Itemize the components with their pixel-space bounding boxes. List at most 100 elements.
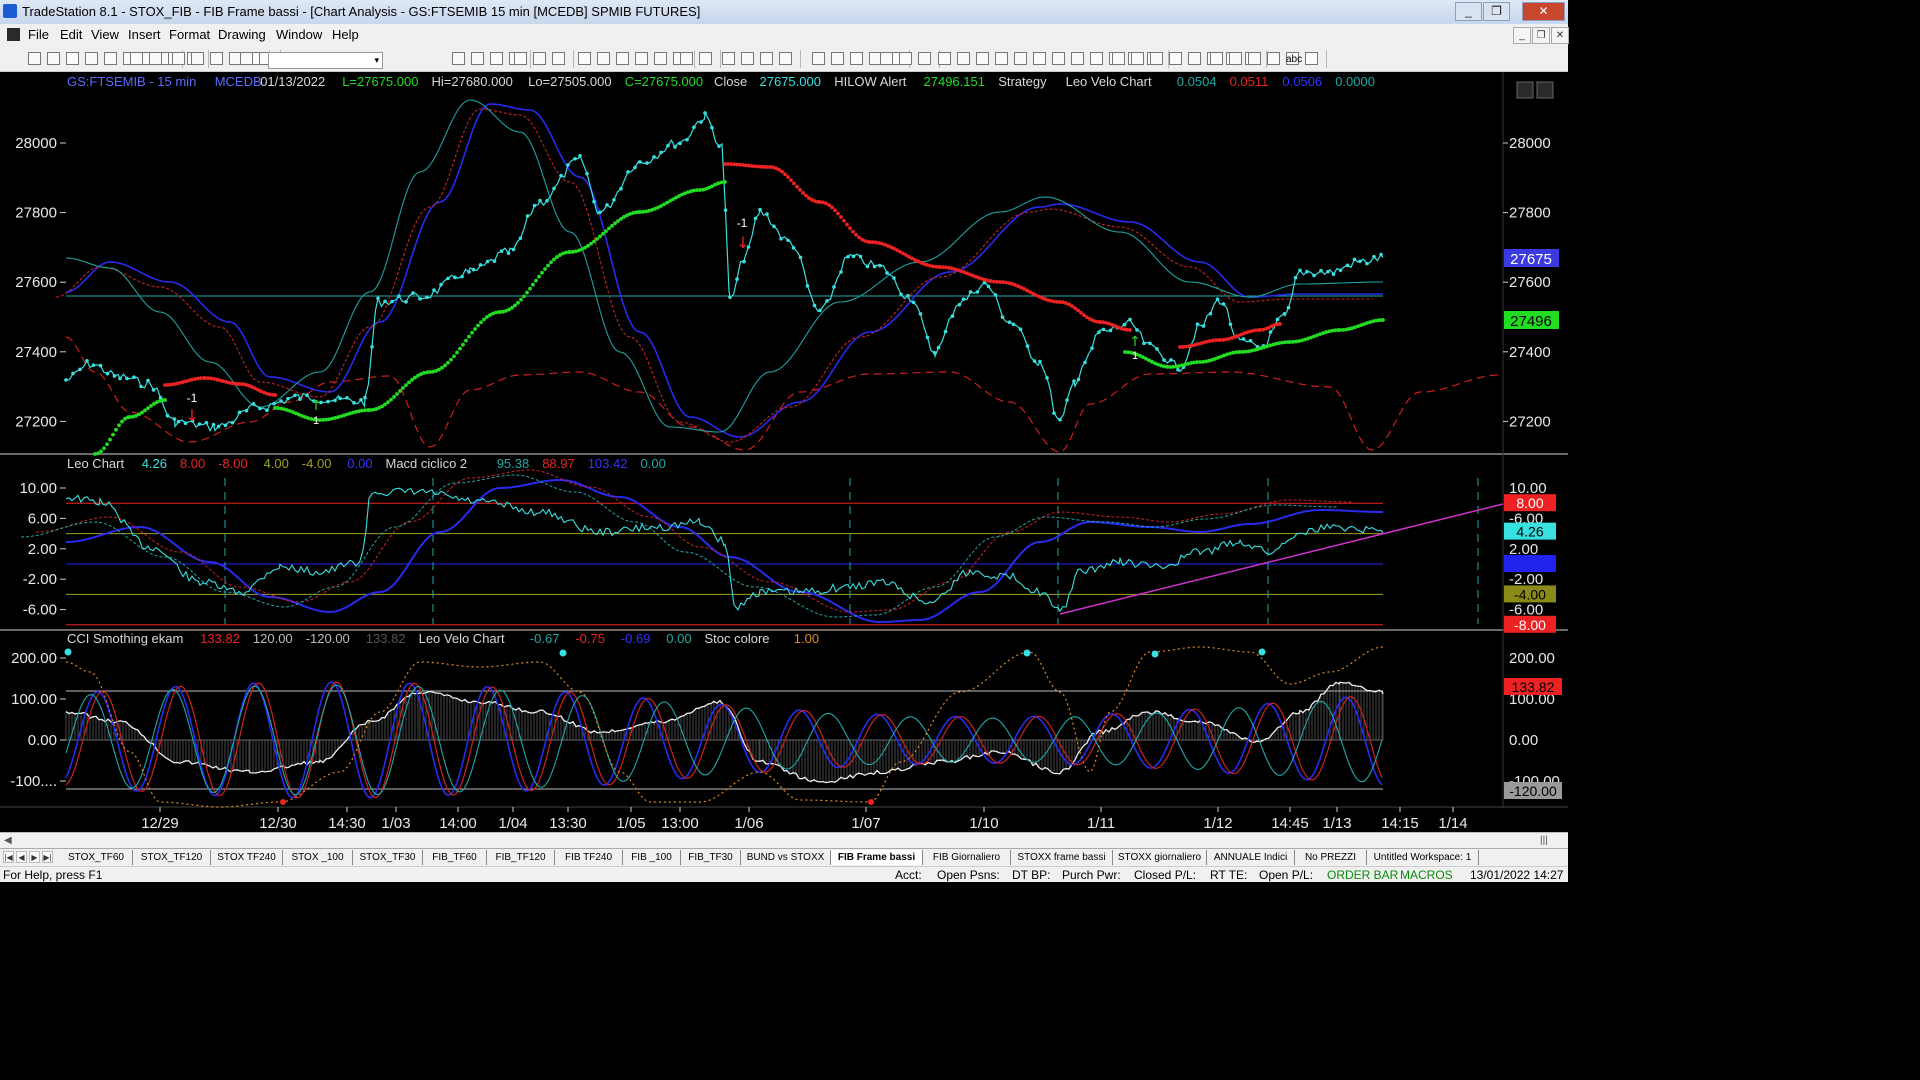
panel-restore-icon[interactable] (1536, 81, 1554, 99)
tab-fib-tf60[interactable]: FIB_TF60 (423, 850, 487, 865)
tab-untitled-workspace-1[interactable]: Untitled Workspace: 1 (1367, 850, 1479, 865)
chart-scrollbar[interactable]: ◀ ||| (0, 832, 1568, 848)
toolbar-button-27-icon[interactable] (597, 52, 610, 65)
toolbar-button-1-icon[interactable] (47, 52, 60, 65)
toolbar-button-0-icon[interactable] (28, 52, 41, 65)
toolbar-button-19-icon[interactable] (452, 52, 465, 65)
toolbar-button-46-icon[interactable] (938, 52, 951, 65)
restore-button[interactable]: ❐ (1483, 2, 1510, 21)
tab-stox-tf30[interactable]: STOX_TF30 (353, 850, 423, 865)
toolbar-button-49-icon[interactable] (995, 52, 1008, 65)
toolbar-button-26-icon[interactable] (578, 52, 591, 65)
toolbar-button-66-icon[interactable] (1210, 52, 1223, 65)
toolbar-button-47-icon[interactable] (957, 52, 970, 65)
mdi-minimize-button[interactable]: _ (1513, 27, 1531, 44)
toolbar-button-13-icon[interactable] (191, 52, 204, 65)
mdi-restore-button[interactable]: ❐ (1532, 27, 1550, 44)
toolbar-button-60-icon[interactable] (1150, 52, 1163, 65)
toolbar-button-17-icon[interactable] (240, 52, 253, 65)
close-button[interactable]: ✕ (1522, 2, 1565, 21)
tab-fib-giornaliero[interactable]: FIB Giornaliero (923, 850, 1011, 865)
menu-file[interactable]: File (28, 27, 49, 42)
toolbar-button-8-icon[interactable] (130, 52, 143, 65)
toolbar-button-44-icon[interactable] (899, 52, 912, 65)
toolbar-button-37-icon[interactable] (779, 52, 792, 65)
toolbar-button-30-icon[interactable] (654, 52, 667, 65)
tab-last-icon[interactable]: ▶| (42, 851, 53, 863)
symbol-combo[interactable]: ▾ (268, 52, 383, 69)
menu-insert[interactable]: Insert (128, 27, 161, 42)
tab-fib-tf240[interactable]: FIB TF240 (555, 850, 623, 865)
toolbar-button-20-icon[interactable] (471, 52, 484, 65)
toolbar-button-52-icon[interactable] (1052, 52, 1065, 65)
toolbar-button-25-icon[interactable] (552, 52, 565, 65)
toolbar-button-28-icon[interactable] (616, 52, 629, 65)
menu-help[interactable]: Help (332, 27, 359, 42)
menu-drawing[interactable]: Drawing (218, 27, 266, 42)
macros-toggle[interactable]: MACROS (1400, 868, 1453, 882)
tab-bund-vs-stoxx[interactable]: BUND vs STOXX (741, 850, 831, 865)
panel-minimize-icon[interactable] (1516, 81, 1534, 99)
toolbar-button-9-icon[interactable] (149, 52, 162, 65)
app-icon[interactable] (3, 4, 17, 18)
tab-stoxx-frame-bassi[interactable]: STOXX frame bassi (1011, 850, 1113, 865)
toolbar-button-69-icon[interactable] (1267, 52, 1280, 65)
tab-fib-frame-bassi[interactable]: FIB Frame bassi (831, 850, 923, 865)
toolbar-button-2-icon[interactable] (66, 52, 79, 65)
menu-view[interactable]: View (91, 27, 119, 42)
toolbar-button-38-icon[interactable] (812, 52, 825, 65)
toolbar-button-70-icon[interactable] (1286, 52, 1299, 65)
toolbar-button-14-icon[interactable] (210, 52, 223, 65)
toolbar-button-40-icon[interactable] (850, 52, 863, 65)
toolbar-button-3-icon[interactable] (85, 52, 98, 65)
tab-stox-tf240[interactable]: STOX TF240 (211, 850, 283, 865)
menu-edit[interactable]: Edit (60, 27, 83, 42)
scroll-grip-icon[interactable]: ||| (1540, 835, 1548, 846)
mdi-close-button[interactable]: ✕ (1551, 27, 1569, 44)
tab-fib-tf30[interactable]: FIB_TF30 (681, 850, 741, 865)
toolbar-button-50-icon[interactable] (1014, 52, 1027, 65)
toolbar-button-34-icon[interactable] (722, 52, 735, 65)
toolbar-button-62-icon[interactable] (1188, 52, 1201, 65)
toolbar-button-33-icon[interactable] (699, 52, 712, 65)
toolbar-button-24-icon[interactable] (533, 52, 546, 65)
toolbar-button-67-icon[interactable] (1229, 52, 1242, 65)
text-tool-icon[interactable]: abc (1286, 54, 1303, 65)
toolbar-button-54-icon[interactable] (1090, 52, 1103, 65)
menu-format[interactable]: Format (169, 27, 211, 42)
toolbar-button-48-icon[interactable] (976, 52, 989, 65)
tab-annuale-indici[interactable]: ANNUALE Indici (1207, 850, 1295, 865)
tab-stox-tf120[interactable]: STOX_TF120 (133, 850, 211, 865)
toolbar-button-4-icon[interactable] (104, 52, 117, 65)
toolbar-button-32-icon[interactable] (680, 52, 693, 65)
toolbar-button-45-icon[interactable] (918, 52, 931, 65)
toolbar-button-61-icon[interactable] (1169, 52, 1182, 65)
chart-window-icon[interactable] (7, 28, 20, 41)
menu-window[interactable]: Window (276, 27, 323, 42)
toolbar-button-53-icon[interactable] (1071, 52, 1084, 65)
toolbar-button-29-icon[interactable] (635, 52, 648, 65)
toolbar-button-71-icon[interactable] (1305, 52, 1318, 65)
toolbar-button-51-icon[interactable] (1033, 52, 1046, 65)
tab-fib-tf120[interactable]: FIB_TF120 (487, 850, 555, 865)
tab-stoxx-giornaliero[interactable]: STOXX giornaliero (1113, 850, 1207, 865)
toolbar-button-43-icon[interactable] (880, 52, 893, 65)
scroll-left-icon[interactable]: ◀ (4, 835, 12, 846)
tab-stox-tf60[interactable]: STOX_TF60 (60, 850, 133, 865)
tab-stox-100[interactable]: STOX _100 (283, 850, 353, 865)
toolbar-button-39-icon[interactable] (831, 52, 844, 65)
toolbar-button-23-icon[interactable] (514, 52, 527, 65)
toolbar-button-12-icon[interactable] (172, 52, 185, 65)
minimize-button[interactable]: _ (1455, 2, 1482, 21)
tab-next-icon[interactable]: ▶ (29, 851, 40, 863)
tab-fib-100[interactable]: FIB _100 (623, 850, 681, 865)
toolbar-button-35-icon[interactable] (741, 52, 754, 65)
tab-no-prezzi[interactable]: No PREZZI (1295, 850, 1367, 865)
toolbar-button-36-icon[interactable] (760, 52, 773, 65)
toolbar-button-21-icon[interactable] (490, 52, 503, 65)
tab-prev-icon[interactable]: ◀ (16, 851, 27, 863)
tab-first-icon[interactable]: |◀ (3, 851, 14, 863)
toolbar-button-58-icon[interactable] (1112, 52, 1125, 65)
toolbar-button-68-icon[interactable] (1248, 52, 1261, 65)
